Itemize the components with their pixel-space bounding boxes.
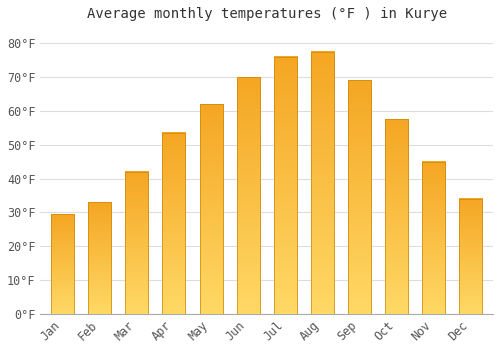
Bar <box>162 133 186 314</box>
Bar <box>385 119 408 314</box>
Bar <box>460 199 482 314</box>
Bar <box>200 104 222 314</box>
Title: Average monthly temperatures (°F ) in Kurye: Average monthly temperatures (°F ) in Ku… <box>86 7 446 21</box>
Bar <box>422 162 445 314</box>
Bar <box>236 77 260 314</box>
Bar <box>126 172 148 314</box>
Bar <box>348 80 371 314</box>
Bar <box>51 214 74 314</box>
Bar <box>274 57 296 314</box>
Bar <box>311 52 334 314</box>
Bar <box>88 202 111 314</box>
